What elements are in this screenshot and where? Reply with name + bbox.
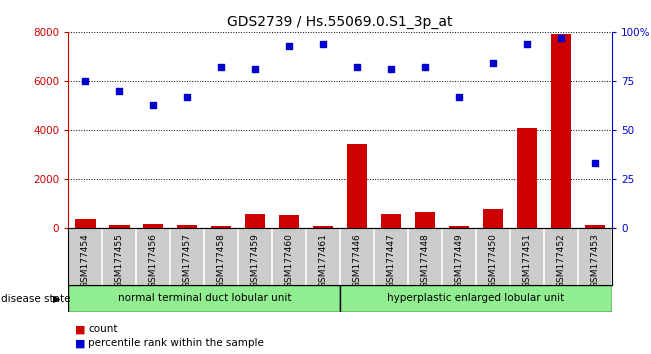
Point	[114, 88, 124, 94]
Text: GSM177450: GSM177450	[488, 233, 497, 288]
Point	[182, 94, 193, 99]
Bar	[449, 226, 469, 228]
Bar	[347, 144, 367, 228]
Point	[148, 102, 158, 107]
Text: GSM177446: GSM177446	[353, 233, 362, 287]
Text: hyperplastic enlarged lobular unit: hyperplastic enlarged lobular unit	[387, 293, 564, 303]
Point	[80, 78, 90, 84]
Point	[454, 94, 464, 99]
Text: GSM177448: GSM177448	[421, 233, 430, 287]
Bar	[381, 214, 401, 228]
Text: GSM177453: GSM177453	[590, 233, 600, 288]
Bar	[177, 225, 197, 228]
Bar	[245, 214, 266, 228]
Text: GSM177447: GSM177447	[387, 233, 396, 287]
Point	[386, 66, 396, 72]
Text: GSM177457: GSM177457	[183, 233, 192, 288]
Text: GSM177451: GSM177451	[523, 233, 531, 288]
Bar	[211, 226, 232, 228]
Bar	[279, 215, 299, 228]
Bar	[68, 285, 340, 312]
Title: GDS2739 / Hs.55069.0.S1_3p_at: GDS2739 / Hs.55069.0.S1_3p_at	[227, 16, 453, 29]
Point	[420, 64, 430, 70]
Bar	[109, 225, 130, 228]
Text: GSM177454: GSM177454	[81, 233, 90, 287]
Text: GSM177460: GSM177460	[284, 233, 294, 288]
Text: percentile rank within the sample: percentile rank within the sample	[88, 338, 264, 348]
Bar	[313, 226, 333, 228]
Point	[284, 43, 294, 48]
Text: disease state: disease state	[1, 294, 71, 304]
Text: ■: ■	[75, 324, 85, 334]
Bar	[517, 128, 537, 228]
Text: ▶: ▶	[53, 294, 61, 304]
Bar	[483, 209, 503, 228]
Point	[318, 41, 328, 46]
Point	[556, 35, 566, 41]
Text: count: count	[88, 324, 117, 334]
Text: ■: ■	[75, 338, 85, 348]
Text: GSM177452: GSM177452	[557, 233, 566, 287]
Text: normal terminal duct lobular unit: normal terminal duct lobular unit	[117, 293, 291, 303]
Point	[216, 64, 227, 70]
Point	[352, 64, 363, 70]
Point	[488, 61, 498, 66]
Text: GSM177461: GSM177461	[318, 233, 327, 288]
Text: GSM177455: GSM177455	[115, 233, 124, 288]
Point	[522, 41, 533, 46]
Bar	[551, 34, 571, 228]
Bar	[340, 285, 612, 312]
Bar	[585, 225, 605, 228]
Point	[590, 161, 600, 166]
Text: GSM177459: GSM177459	[251, 233, 260, 288]
Text: GSM177449: GSM177449	[454, 233, 464, 287]
Bar	[75, 219, 96, 228]
Text: GSM177456: GSM177456	[149, 233, 158, 288]
Bar	[415, 212, 436, 228]
Bar	[143, 224, 163, 228]
Text: GSM177458: GSM177458	[217, 233, 226, 288]
Point	[250, 66, 260, 72]
